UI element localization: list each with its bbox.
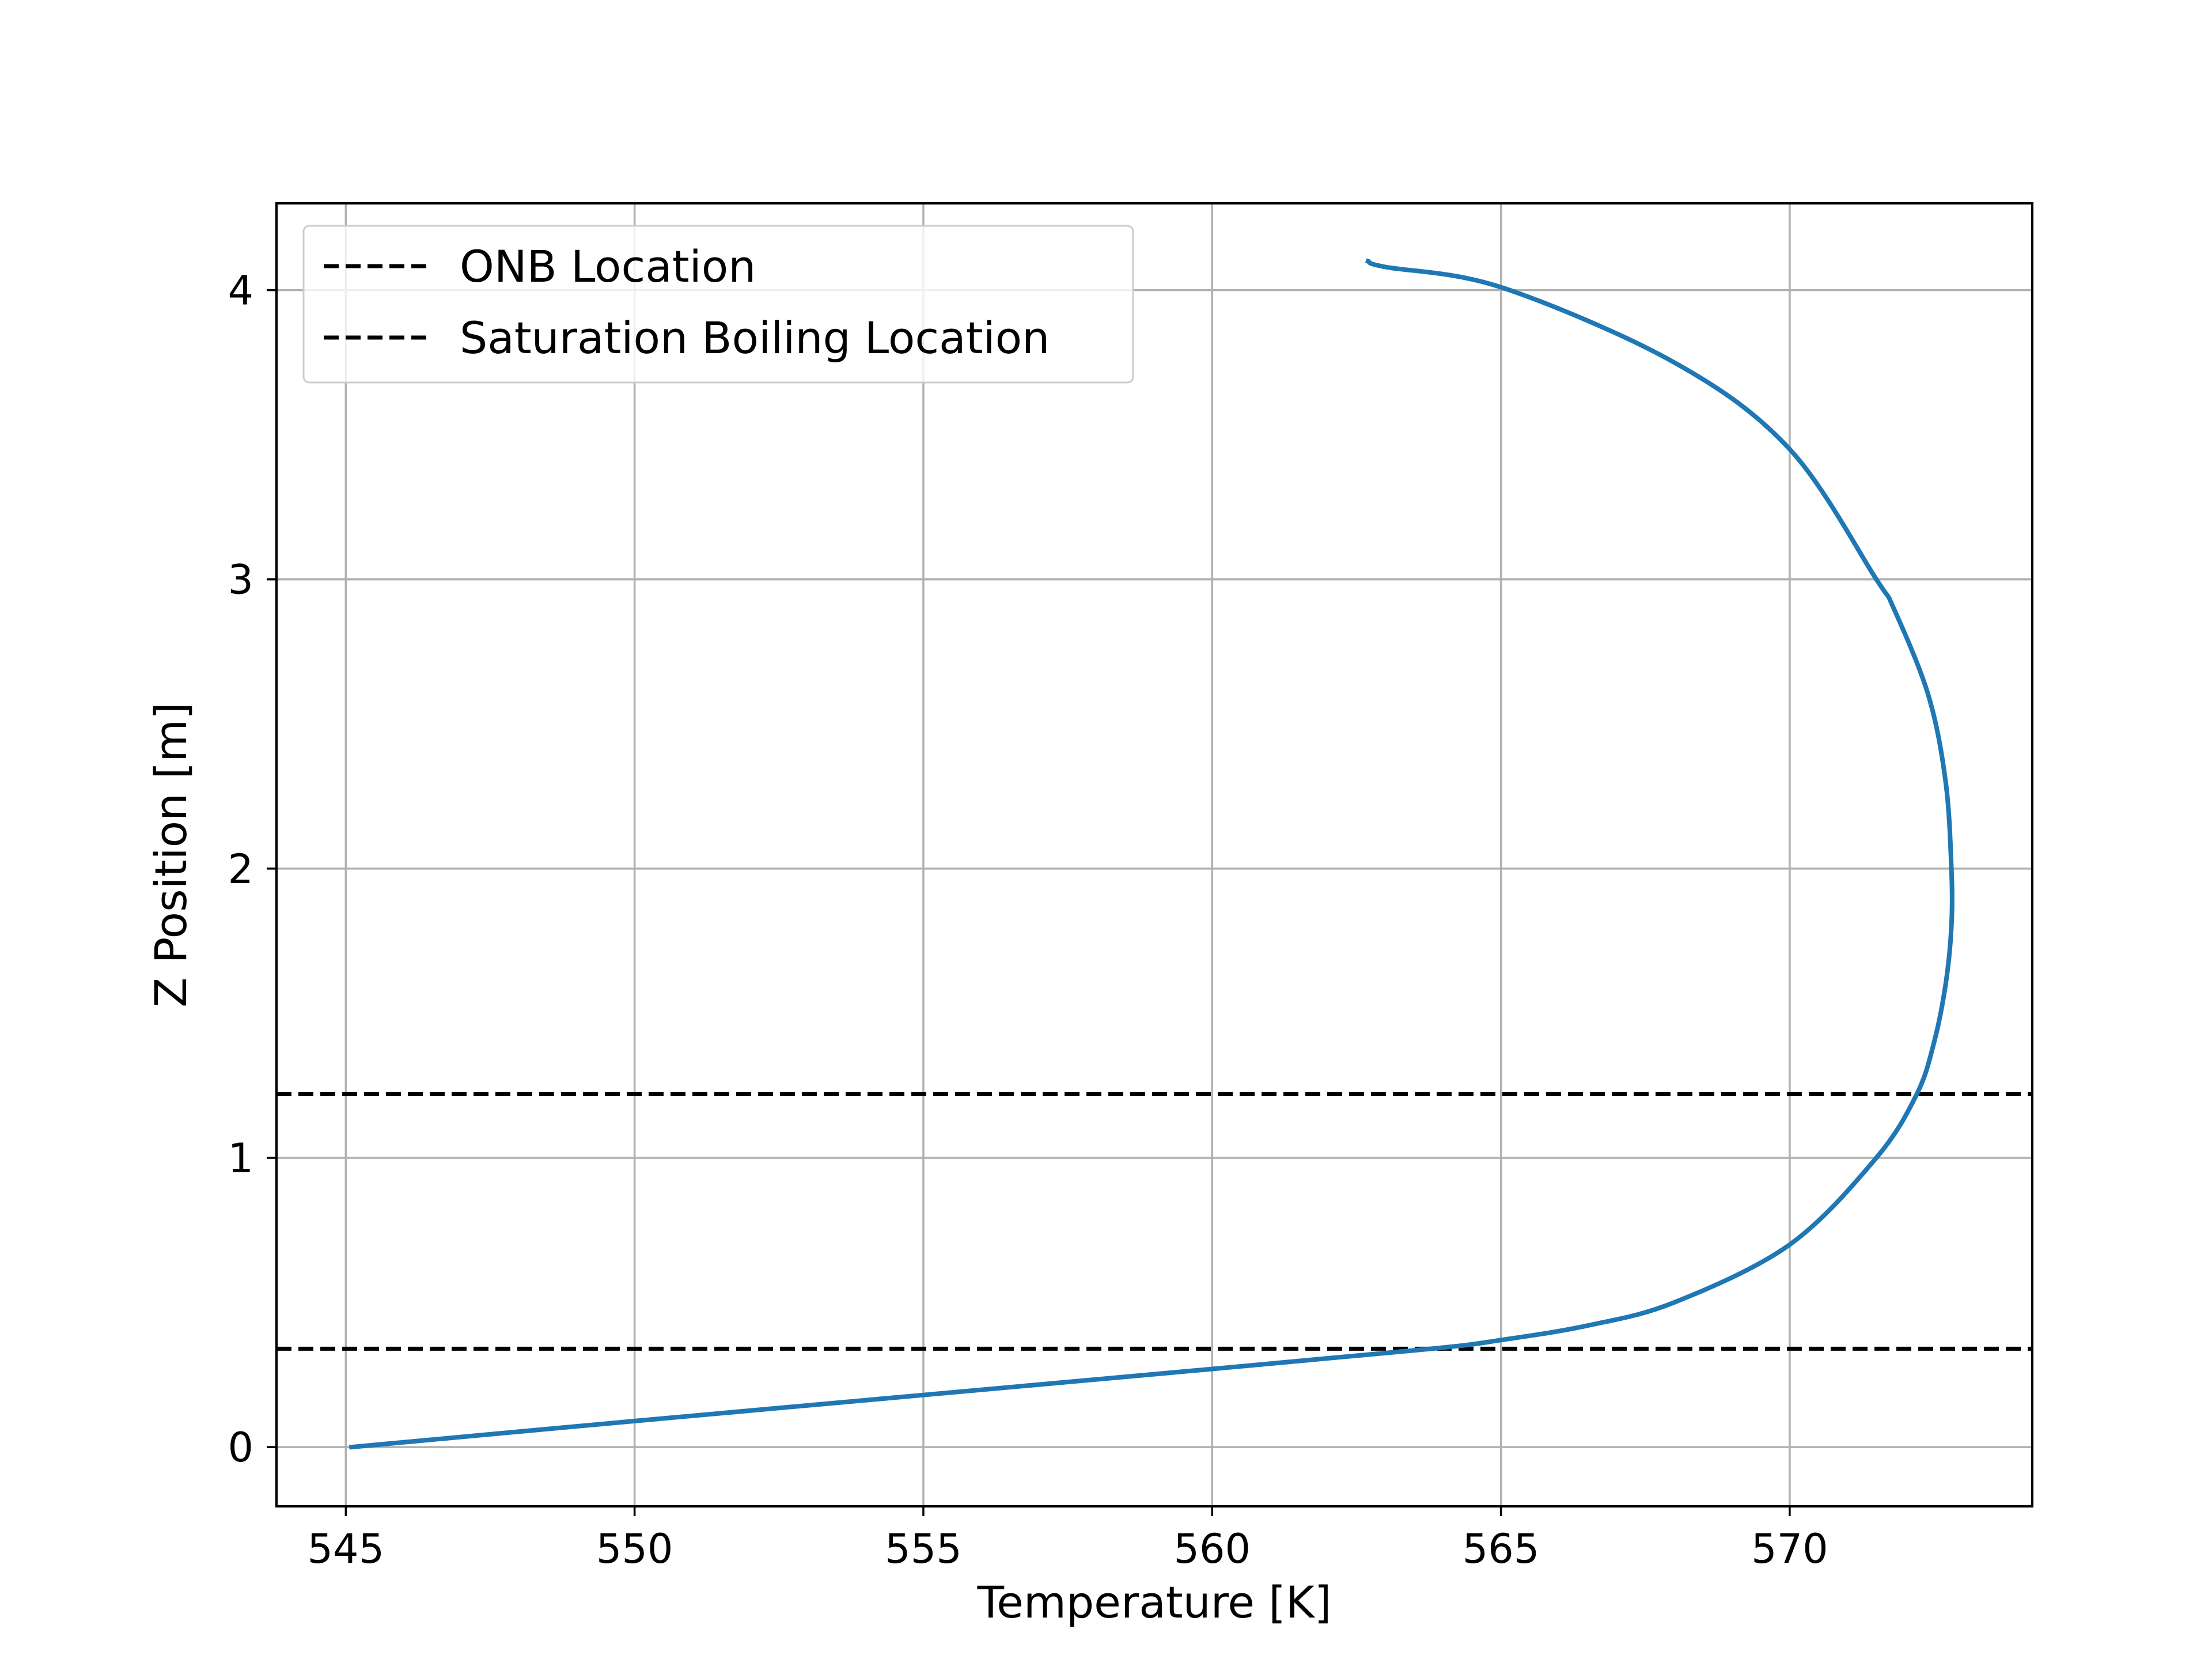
x-tick-label: 565 (1463, 1525, 1540, 1573)
x-tick-label: 560 (1173, 1525, 1251, 1573)
legend-entry-onb: ONB Location (460, 241, 756, 292)
temperature-profile-line (349, 258, 1955, 1450)
series-lines (349, 258, 1955, 1450)
y-tick-label: 3 (228, 556, 253, 604)
x-tick-label: 570 (1751, 1525, 1828, 1573)
legend-entry-saturation: Saturation Boiling Location (460, 312, 1050, 363)
axis-ticks: 545 550 555 560 565 570 0 1 2 3 4 (228, 267, 1828, 1573)
grid-lines (276, 203, 2032, 1506)
legend: ONB Location Saturation Boiling Location (302, 225, 1134, 384)
plot-frame (275, 202, 2033, 1508)
x-tick-label: 555 (885, 1525, 962, 1573)
y-axis-label: Z Position [m] (145, 702, 196, 1007)
x-tick-label: 545 (308, 1525, 385, 1573)
y-tick-label: 0 (228, 1424, 253, 1471)
y-tick-label: 1 (228, 1135, 253, 1182)
y-tick-label: 4 (228, 267, 253, 315)
legend-box (302, 225, 1134, 384)
y-tick-label: 2 (228, 846, 253, 893)
x-tick-label: 550 (596, 1525, 673, 1573)
reference-lines (276, 1092, 2032, 1351)
x-axis-label: Temperature [K] (977, 1577, 1332, 1628)
